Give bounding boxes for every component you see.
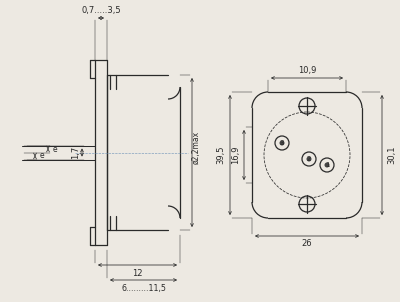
Circle shape <box>324 162 330 168</box>
Text: 3: 3 <box>280 140 284 146</box>
Text: 30,1: 30,1 <box>388 146 396 164</box>
Circle shape <box>280 140 284 146</box>
Text: 6.........11,5: 6.........11,5 <box>121 284 166 293</box>
Text: e: e <box>40 152 44 160</box>
Text: 1,7: 1,7 <box>72 146 80 159</box>
Text: 39,5: 39,5 <box>216 146 226 164</box>
Text: 26: 26 <box>302 239 312 249</box>
Text: e: e <box>53 144 57 153</box>
Circle shape <box>306 156 312 162</box>
Text: ø2,2max: ø2,2max <box>192 131 200 164</box>
Text: 16,9: 16,9 <box>232 146 240 164</box>
Text: 12: 12 <box>132 268 143 278</box>
Text: 10,9: 10,9 <box>298 66 316 76</box>
Text: 2: 2 <box>307 156 311 162</box>
Text: 1: 1 <box>325 162 329 168</box>
Text: 0,7.....3,5: 0,7.....3,5 <box>81 5 121 14</box>
